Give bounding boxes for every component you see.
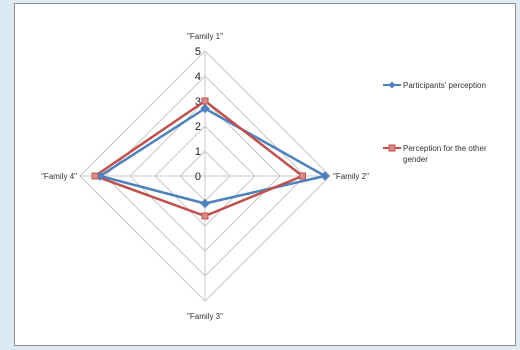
tick-label: 3 [195, 96, 201, 108]
tick-label: 1 [195, 146, 201, 158]
category-label: "Family 2" [333, 172, 369, 181]
data-point [201, 97, 209, 105]
legend-marker [388, 144, 396, 152]
chart-area: 0 1 2 3 4 5 "Family 1" "Family 2" "Family 3" "Fam… [14, 3, 516, 346]
tick-label: 4 [195, 71, 201, 83]
data-point [201, 212, 209, 220]
tick-label: 0 [195, 171, 201, 183]
data-point [320, 171, 330, 181]
category-label: "Family 1" [187, 32, 223, 41]
tick-label: 5 [195, 46, 201, 58]
tick-label: 2 [195, 121, 201, 133]
legend-label: gender [403, 155, 428, 164]
legend-label: Participants' perception [403, 81, 486, 90]
data-point [200, 198, 210, 209]
legend-marker [388, 81, 396, 89]
data-point [200, 103, 210, 114]
data-point [91, 172, 99, 180]
category-label: "Family 4" [41, 172, 77, 181]
category-label: "Family 3" [187, 312, 223, 321]
data-point [299, 172, 306, 180]
legend-label: Perception for the other [403, 144, 487, 153]
radar-chart: 0 1 2 3 4 5 "Family 1" "Family 2" "Family 3" "Fam… [41, 32, 487, 321]
